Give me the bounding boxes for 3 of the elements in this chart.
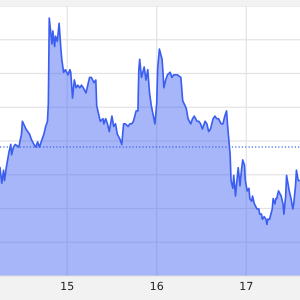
x-tick-label: 16	[150, 282, 164, 290]
x-tick-label: 15	[61, 282, 74, 290]
x-tick-label: 17	[240, 282, 252, 290]
